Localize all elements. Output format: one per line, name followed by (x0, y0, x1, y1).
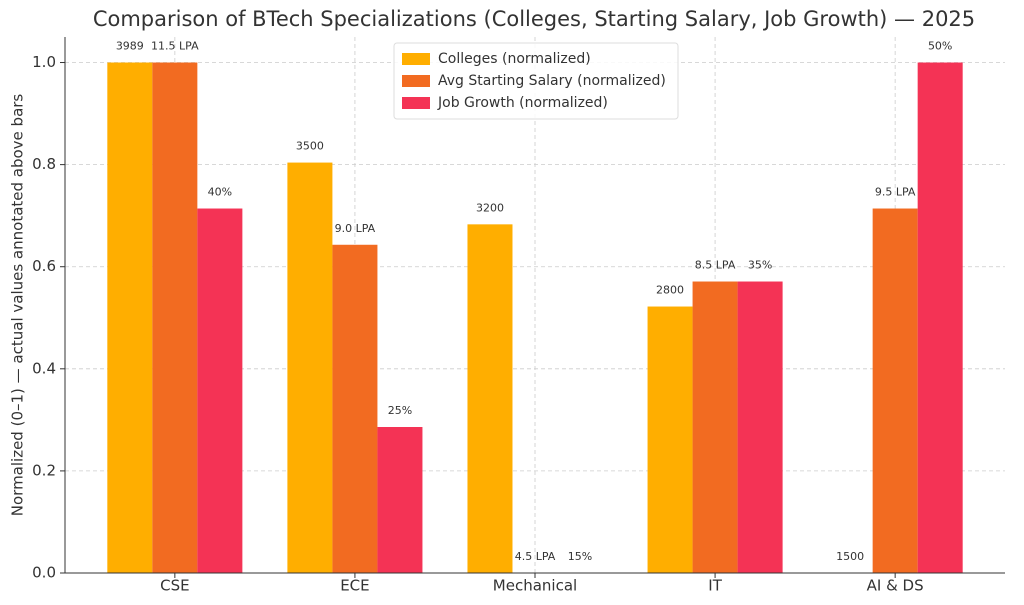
chart-title: Comparison of BTech Specializations (Col… (93, 7, 975, 31)
bar (332, 244, 378, 574)
x-tick-label: CSE (160, 577, 189, 595)
x-tick-label: ECE (340, 577, 369, 595)
bar (692, 281, 738, 573)
value-annotation: 40% (208, 186, 232, 199)
x-tick-label: Mechanical (493, 577, 577, 595)
legend-label: Colleges (normalized) (438, 51, 591, 67)
value-annotation: 9.0 LPA (335, 222, 376, 235)
bar (872, 208, 918, 573)
value-annotation: 3989 (116, 40, 144, 53)
x-tick-label: IT (708, 577, 722, 595)
bar (107, 62, 153, 574)
value-annotation: 8.5 LPA (695, 259, 736, 272)
value-annotation: 3200 (476, 201, 504, 214)
legend-label: Job Growth (normalized) (437, 95, 608, 111)
value-annotation: 11.5 LPA (151, 40, 199, 53)
value-annotation: 50% (928, 40, 952, 53)
y-tick-label: 1.0 (32, 53, 56, 71)
legend-swatch (402, 53, 430, 65)
bar (287, 162, 333, 573)
value-annotation: 1500 (836, 550, 864, 563)
legend-swatch (402, 75, 430, 87)
bar (917, 62, 963, 574)
bar (377, 427, 423, 573)
value-annotation: 2800 (656, 284, 684, 297)
y-tick-label: 0.8 (32, 155, 56, 173)
bar (467, 224, 513, 573)
legend-box (393, 42, 679, 120)
bar (197, 208, 243, 573)
bar (737, 281, 783, 573)
bar (152, 62, 198, 574)
value-annotation: 25% (388, 404, 412, 417)
value-annotation: 35% (748, 259, 772, 272)
y-tick-label: 0.0 (32, 564, 56, 582)
legend-label: Avg Starting Salary (normalized) (438, 73, 666, 89)
bar (647, 306, 693, 573)
y-axis-label: Normalized (0–1) — actual values annotat… (9, 94, 27, 517)
value-annotation: 9.5 LPA (875, 186, 916, 199)
legend-swatch (402, 97, 430, 109)
legend: Colleges (normalized) Avg Starting Salary… (393, 42, 679, 120)
y-tick-label: 0.4 (32, 359, 56, 377)
y-tick-label: 0.6 (32, 257, 56, 275)
value-annotation: 15% (568, 550, 592, 563)
value-annotation: 4.5 LPA (515, 550, 556, 563)
value-annotation: 3500 (296, 140, 324, 153)
y-tick-label: 0.2 (32, 461, 56, 479)
x-tick-label: AI & DS (867, 577, 924, 595)
